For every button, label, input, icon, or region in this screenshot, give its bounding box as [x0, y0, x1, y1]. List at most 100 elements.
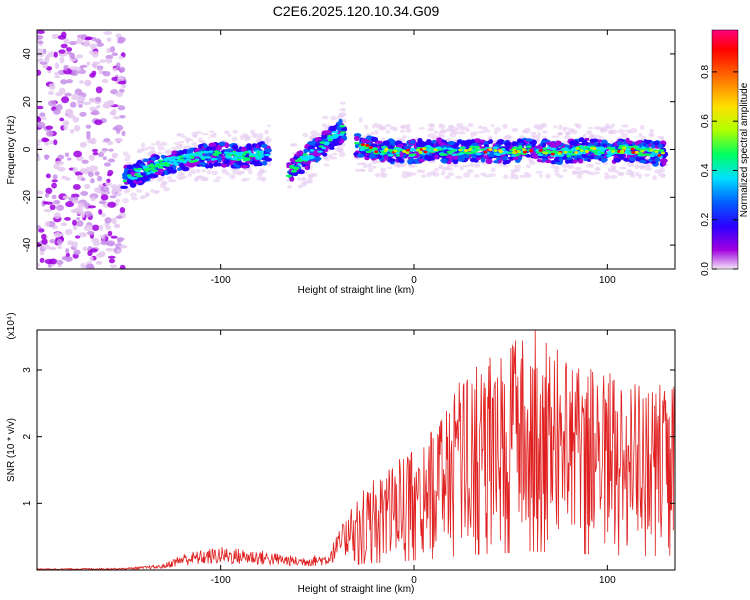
noise-blob [45, 187, 53, 195]
ridge-core-blob [365, 150, 372, 154]
halo-blob [433, 130, 439, 135]
halo-blob [198, 140, 206, 144]
ridge-core-blob [492, 146, 499, 150]
peak-blob [374, 150, 379, 154]
noise-blob [56, 260, 64, 265]
noise-blob [89, 43, 98, 50]
ridge-blob [493, 160, 499, 164]
noise-blob [41, 238, 48, 245]
halo-blob [530, 131, 537, 135]
ridge-blob [409, 157, 415, 163]
ridge-core-blob [427, 146, 433, 149]
noise-blob [62, 120, 70, 126]
noise-blob [78, 232, 88, 238]
halo-blob [494, 127, 502, 132]
ridge-blob [653, 141, 660, 146]
noise-blob [48, 246, 57, 251]
x-tick-label: 0 [411, 575, 417, 586]
ridge-blob [553, 156, 562, 163]
halo-blob [528, 158, 534, 164]
halo-blob [637, 173, 643, 179]
halo-blob [503, 174, 509, 179]
spectrogram-y-label: Frequency (Hz) [6, 116, 17, 185]
halo-blob [522, 130, 528, 134]
noise-blob [81, 159, 89, 164]
ridge-core-blob [127, 176, 135, 179]
noise-blob [78, 80, 84, 84]
halo-blob [440, 170, 446, 176]
ridge-blob [382, 140, 390, 146]
peak-blob [458, 148, 463, 152]
ridge-core-blob [259, 150, 265, 154]
halo-blob [626, 161, 635, 168]
halo-blob [444, 175, 451, 180]
noise-blob [111, 76, 119, 82]
peak-blob [660, 151, 665, 155]
halo-blob [538, 173, 543, 178]
ridge-blob [306, 160, 311, 165]
ridge-core-blob [410, 147, 416, 151]
halo-blob [150, 143, 157, 146]
ridge-blob [582, 139, 588, 145]
noise-blob [71, 209, 78, 213]
noise-blob [113, 223, 121, 229]
noise-blob [80, 262, 87, 269]
ridge-blob [426, 139, 432, 144]
noise-blob [103, 138, 111, 142]
ridge-core-blob [309, 149, 315, 152]
noise-blob [37, 139, 42, 143]
colorbar-tick-label: 0.0 [700, 262, 711, 276]
ridge-blob [148, 173, 155, 178]
noise-blob [74, 125, 81, 132]
noise-blob [72, 183, 81, 191]
spectrogram-x-label: Height of straight line (km) [298, 285, 415, 296]
halo-blob [265, 136, 270, 141]
halo-blob [323, 163, 330, 167]
x-tick-label: 0 [411, 275, 417, 286]
halo-blob [562, 127, 571, 130]
noise-blob [117, 80, 126, 85]
ridge-core-blob [157, 159, 164, 162]
halo-blob [660, 137, 665, 141]
noise-blob [106, 47, 111, 54]
peak-blob [649, 148, 654, 152]
halo-blob [373, 122, 378, 127]
halo-blob [221, 170, 229, 174]
ridge-core-blob [591, 150, 598, 153]
halo-blob [401, 173, 409, 179]
noise-blob [71, 241, 78, 248]
noise-blob [99, 235, 105, 239]
noise-blob [37, 40, 44, 45]
halo-blob [399, 125, 406, 128]
noise-blob [37, 58, 44, 63]
halo-blob [555, 172, 560, 177]
noise-blob [45, 173, 51, 179]
ridge-core-blob [460, 146, 465, 150]
ridge-core-blob [154, 163, 161, 167]
snr-x-label: Height of straight line (km) [298, 584, 415, 595]
halo-blob [427, 123, 435, 128]
ridge-blob [447, 141, 456, 146]
peak-blob [657, 154, 662, 157]
halo-blob [583, 170, 590, 174]
halo-blob [266, 124, 271, 128]
noise-blob [61, 96, 70, 104]
x-tick-label: 100 [599, 575, 616, 586]
halo-blob [607, 129, 613, 135]
halo-blob [490, 167, 496, 173]
noise-blob [83, 40, 91, 48]
y-tick-label: 3 [22, 367, 33, 373]
ridge-core-blob [297, 157, 303, 161]
halo-blob [648, 128, 654, 134]
ridge-core-blob [631, 145, 638, 149]
ridge-core-blob [462, 151, 470, 154]
ridge-blob [496, 138, 505, 145]
ridge-core-blob [515, 153, 520, 157]
ridge-core-blob [173, 156, 181, 160]
ridge-core-blob [164, 162, 169, 165]
halo-blob [427, 127, 435, 132]
halo-blob [594, 162, 601, 165]
noise-blob [80, 211, 85, 218]
noise-blob [85, 166, 91, 172]
halo-blob [494, 131, 498, 135]
